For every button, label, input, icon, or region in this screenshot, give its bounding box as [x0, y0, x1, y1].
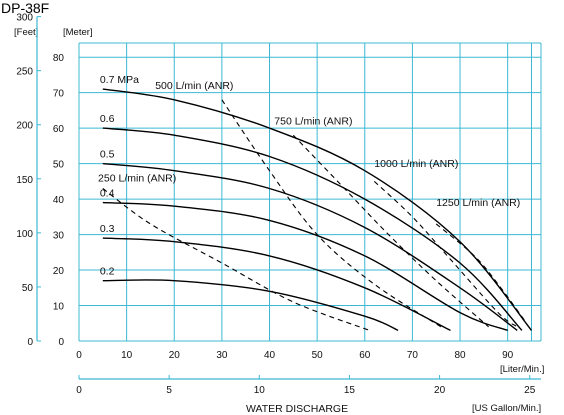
y-axis-feet-tick-label: 50: [22, 283, 34, 294]
y-axis-feet-tick-label: 100: [16, 229, 33, 240]
x-axis-gallon-tick-label: 20: [434, 385, 446, 396]
pressure-curve-label: 0.5: [100, 149, 115, 161]
y-axis-meter-tick-label: 40: [53, 195, 65, 206]
y-axis-meter-tick-label: 10: [53, 302, 65, 313]
x-axis-gallon-tick-label: 10: [254, 385, 266, 396]
x-axis-liter-tick-label: 70: [407, 350, 419, 361]
x-axis-gallon-tick-label: 0: [76, 385, 82, 396]
x-axis-liter-unit: [Liter/Min.]: [500, 364, 544, 375]
y-axis-meter-tick-label: 50: [53, 160, 65, 171]
x-axis-gallon-unit: [US Gallon/Min.]: [472, 403, 541, 414]
air-curve-label: 1000 L/min (ANR): [374, 158, 458, 170]
pressure-curve-1: [102, 127, 523, 331]
air-curve-0: [102, 188, 370, 331]
y-axis-feet-tick-label: 150: [16, 175, 33, 186]
air-curve-4: [435, 223, 528, 324]
air-curve-label: 500 L/min (ANR): [155, 80, 233, 92]
y-axis-feet-tick-label: 0: [27, 337, 33, 348]
y-axis-meter-tick-label: 0: [58, 337, 64, 348]
pressure-curve-label: 0.3: [100, 223, 115, 235]
pressure-curve-label: 0.2: [100, 266, 115, 278]
air-curve-label: 250 L/min (ANR): [98, 172, 176, 184]
x-axis-liter-tick-label: 30: [216, 350, 228, 361]
x-axis-liter-tick-label: 80: [454, 350, 466, 361]
y-axis-meter-tick-label: 70: [53, 89, 65, 100]
x-axis-liter-tick-label: 90: [502, 350, 514, 361]
y-axis-feet-tick-label: 300: [16, 13, 33, 24]
pressure-curve-2: [102, 162, 518, 331]
x-axis-liter-tick-label: 20: [169, 350, 181, 361]
x-axis-gallon-tick-label: 5: [166, 385, 172, 396]
x-axis-liter-tick-label: 60: [359, 350, 371, 361]
pressure-curve-4: [102, 237, 451, 332]
air-curve-3: [373, 180, 518, 328]
y-axis-meter-tick-label: 30: [53, 231, 65, 242]
y-axis-feet-tick-label: 200: [16, 121, 33, 132]
pressure-curve-3: [102, 201, 508, 332]
y-axis-meter-tick-label: 20: [53, 266, 65, 277]
x-axis-liter-tick-label: 40: [264, 350, 276, 361]
x-axis-gallon-tick-label: 25: [524, 385, 536, 396]
pressure-curve-label: 0.4: [100, 188, 115, 200]
y-axis-feet-tick-label: 250: [16, 67, 33, 78]
x-axis-label: WATER DISCHARGE: [246, 403, 348, 415]
air-curve-label: 1250 L/min (ANR): [436, 197, 520, 209]
x-axis-liter-tick-label: 0: [76, 350, 82, 361]
pressure-curve-label: 0.6: [100, 113, 115, 125]
air-curve-1: [221, 99, 442, 328]
pressure-curve-label: 0.7 MPa: [100, 74, 139, 86]
chart-title: DP-38F: [1, 0, 49, 16]
x-axis-gallon-tick-label: 15: [344, 385, 356, 396]
y-axis-feet-unit: [Feet]: [14, 27, 38, 38]
air-curve-label: 750 L/min (ANR): [274, 116, 352, 128]
curve-labels: 0.7 MPa 0.6 0.5 0.4 0.3 0.2 250 L/min (ANR) 500…: [98, 74, 520, 278]
pressure-curve-5: [102, 279, 399, 332]
x-axis-liter-tick-label: 50: [312, 350, 324, 361]
y-axis-meter-unit: [Meter]: [63, 27, 93, 38]
x-axis-liter-tick-label: 10: [121, 350, 133, 361]
air-curve-2: [292, 134, 489, 328]
curves: [102, 88, 533, 332]
grid: [78, 42, 542, 342]
y-axis-meter-tick-label: 60: [53, 124, 65, 135]
y-axis-meter-tick-label: 80: [53, 53, 65, 64]
